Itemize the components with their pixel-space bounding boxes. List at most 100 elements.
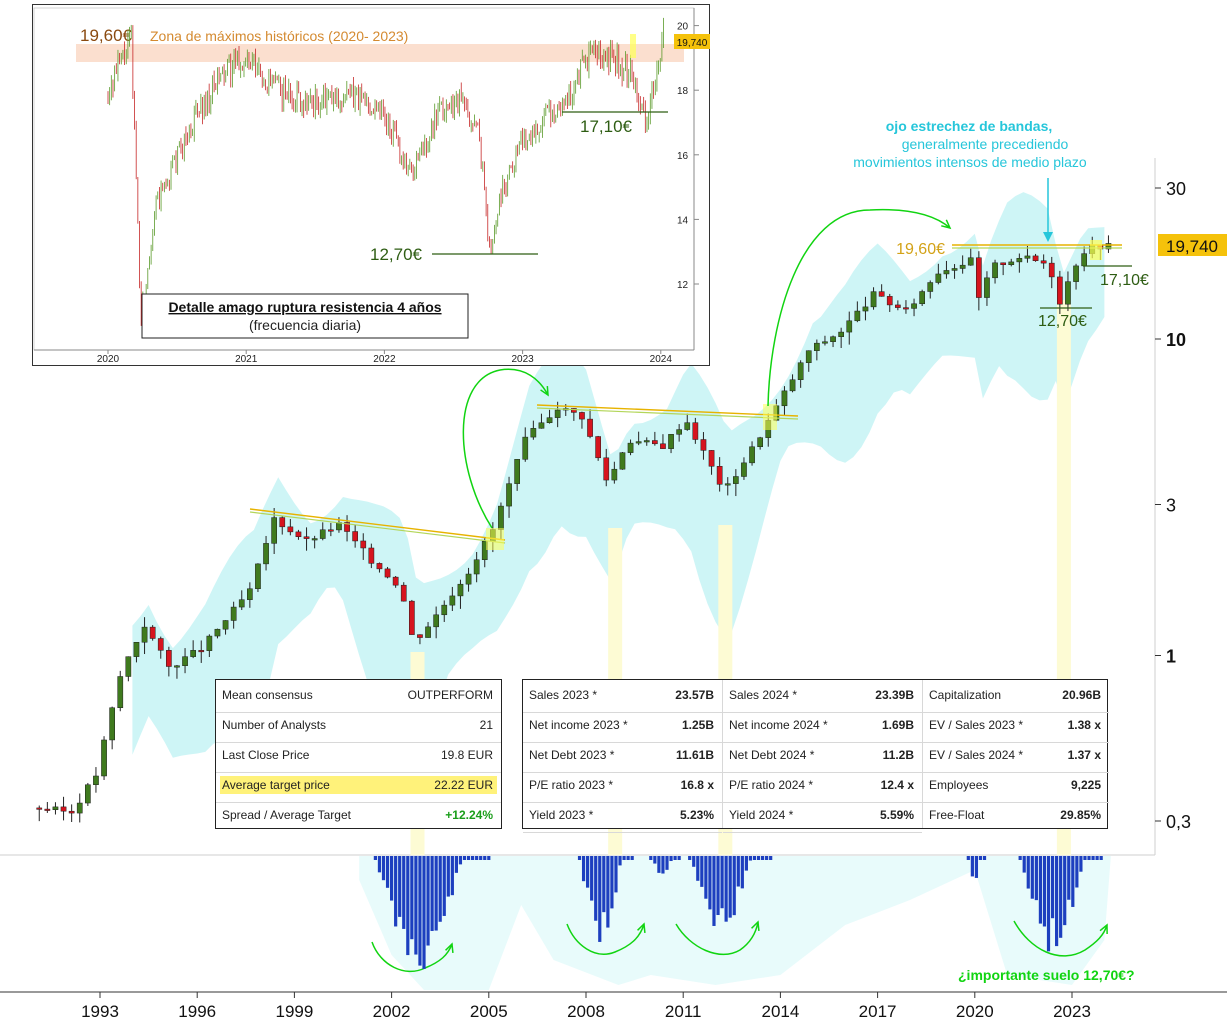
histogram-bar bbox=[700, 856, 704, 887]
candle bbox=[360, 540, 367, 549]
resistance-line-2007-2014 bbox=[536, 407, 799, 420]
candle bbox=[579, 412, 585, 420]
fundamentals-value: 11.2B bbox=[882, 748, 914, 762]
consensus-row: Average target price 22.22 EUR bbox=[216, 770, 501, 803]
x-tick-label: 2002 bbox=[373, 1002, 411, 1021]
fundamentals-cell: Yield 2024 * 5.59% bbox=[723, 800, 922, 833]
histogram-bar bbox=[406, 856, 410, 956]
consensus-row: Mean consensus OUTPERFORM bbox=[216, 680, 501, 713]
inset-y-tick-label: 16 bbox=[677, 151, 689, 162]
candle bbox=[895, 304, 901, 308]
histogram-bar bbox=[712, 856, 716, 926]
histogram-bar bbox=[614, 856, 618, 893]
histogram-bar bbox=[410, 856, 414, 940]
histogram-bar bbox=[724, 856, 728, 922]
column-divider bbox=[722, 680, 723, 828]
fundamentals-value: 29.85% bbox=[1060, 808, 1101, 822]
x-tick-label: 2020 bbox=[956, 1002, 994, 1021]
fundamentals-label: Net income 2023 * bbox=[529, 718, 628, 732]
candle bbox=[117, 676, 124, 708]
inset-last-price-badge bbox=[674, 34, 710, 49]
fundamentals-value: 1.38 x bbox=[1067, 718, 1101, 732]
histogram-bar bbox=[978, 856, 983, 860]
histogram-bar bbox=[732, 856, 736, 916]
candle bbox=[652, 440, 658, 445]
candle bbox=[44, 808, 51, 811]
histogram-bar bbox=[418, 856, 422, 966]
candle bbox=[668, 434, 674, 449]
candle bbox=[182, 656, 188, 666]
histogram-bar bbox=[692, 856, 696, 867]
histogram-bar bbox=[1030, 856, 1034, 899]
candle bbox=[530, 428, 537, 438]
fundamentals-value: 5.59% bbox=[879, 808, 914, 822]
bottom-arc-head bbox=[445, 942, 454, 954]
histogram-bar bbox=[661, 856, 665, 874]
support-price-label: 17,10€ bbox=[1100, 272, 1149, 289]
candle bbox=[522, 436, 529, 460]
candle bbox=[951, 268, 958, 271]
histogram-bar bbox=[618, 856, 622, 866]
fundamentals-value: 5.23% bbox=[679, 808, 714, 822]
consensus-value: 19.8 EUR bbox=[440, 748, 493, 762]
inset-last-price-value: 19,740 bbox=[677, 38, 708, 49]
histogram-bar bbox=[696, 856, 700, 881]
candle bbox=[368, 547, 375, 564]
inset-y-tick-label: 20 bbox=[677, 22, 689, 33]
candle bbox=[238, 599, 245, 608]
candle bbox=[449, 595, 456, 606]
histogram-bar bbox=[479, 856, 483, 860]
histogram-bar bbox=[462, 856, 467, 860]
histogram-bar bbox=[1083, 856, 1087, 860]
x-tick-label: 2005 bbox=[470, 1002, 508, 1021]
candle bbox=[992, 262, 998, 279]
resistance-line-1998-2005 bbox=[249, 508, 506, 541]
fundamentals-value: 20.96B bbox=[1062, 688, 1101, 702]
x-tick-label: 2023 bbox=[1053, 1002, 1091, 1021]
candle bbox=[741, 462, 747, 477]
fundamentals-cell: Net income 2024 * 1.69B bbox=[723, 710, 922, 743]
inset-zone-label: Zona de máximos históricos (2020- 2023) bbox=[150, 28, 408, 44]
candle bbox=[319, 529, 326, 539]
histogram-bar bbox=[594, 856, 598, 921]
histogram-bar bbox=[1063, 856, 1067, 926]
bottom-arc bbox=[566, 923, 645, 955]
candle bbox=[733, 476, 739, 484]
x-tick-label: 2017 bbox=[859, 1002, 897, 1021]
candle bbox=[93, 775, 99, 785]
histogram-bar bbox=[373, 856, 377, 860]
candle bbox=[1057, 276, 1063, 305]
candle bbox=[797, 362, 804, 380]
fundamentals-value: 11.61B bbox=[675, 748, 714, 762]
candle bbox=[157, 638, 164, 651]
histogram-bar bbox=[430, 856, 434, 931]
fundamentals-label: Free-Float bbox=[929, 808, 985, 822]
candle bbox=[498, 505, 504, 530]
candle bbox=[716, 466, 723, 485]
histogram-bar bbox=[581, 856, 586, 882]
histogram-bar bbox=[1095, 856, 1099, 860]
histogram-bar bbox=[688, 856, 692, 860]
consensus-row: Spread / Average Target +12.24% bbox=[216, 800, 501, 832]
candle bbox=[1081, 253, 1088, 267]
candle bbox=[295, 531, 302, 537]
breakout-arc-head bbox=[941, 219, 952, 230]
x-tick-label: 1993 bbox=[81, 1002, 119, 1021]
y-tick-label: 0,3 bbox=[1166, 812, 1191, 832]
candle bbox=[619, 452, 626, 470]
histogram-bar bbox=[752, 856, 757, 860]
consensus-label: Mean consensus bbox=[222, 688, 313, 702]
histogram-bar bbox=[602, 856, 606, 913]
x-tick-label: 2014 bbox=[761, 1002, 799, 1021]
histogram-bar bbox=[748, 856, 753, 861]
candle bbox=[206, 635, 213, 651]
histogram-bar bbox=[454, 856, 458, 873]
fundamentals-label: P/E ratio 2024 * bbox=[729, 778, 814, 792]
fundamentals-cell: Net Debt 2023 * 11.61B bbox=[523, 740, 722, 773]
candle bbox=[514, 459, 520, 484]
histogram-bar bbox=[1087, 856, 1091, 860]
fundamentals-cell: Net Debt 2024 * 11.2B bbox=[723, 740, 922, 773]
candle bbox=[959, 264, 966, 269]
y-tick-label: 3 bbox=[1166, 496, 1176, 516]
bottom-arc-head bbox=[637, 922, 646, 934]
